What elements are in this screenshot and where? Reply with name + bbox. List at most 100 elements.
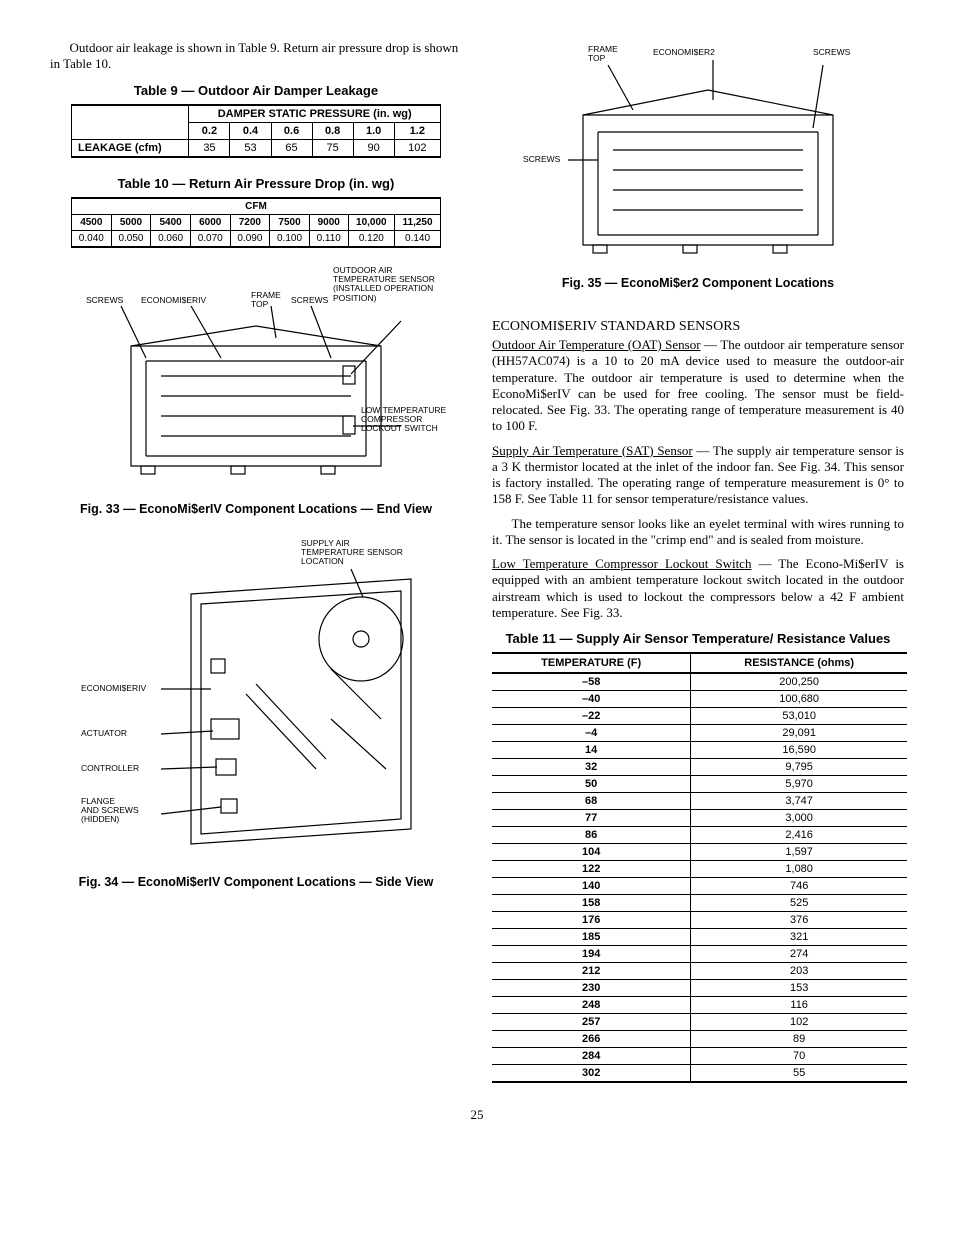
- table11-cell-temp: 122: [492, 861, 691, 878]
- table11-cell-res: 102: [691, 1014, 907, 1031]
- fig35-label-screws-r: SCREWS: [813, 48, 850, 57]
- table11-caption: Table 11 — Supply Air Sensor Temperature…: [492, 631, 904, 646]
- table11-row: –2253,010: [492, 708, 907, 725]
- fig33-label-lowtemp: LOW TEMPERATURE COMPRESSOR LOCKOUT SWITC…: [361, 406, 446, 434]
- table11-cell-res: 5,970: [691, 776, 907, 793]
- table11-cell-temp: 86: [492, 827, 691, 844]
- table11-cell-temp: 140: [492, 878, 691, 895]
- table11-head-res: RESISTANCE (ohms): [691, 653, 907, 673]
- fig34-label-econ: ECONOMI$ERIV: [81, 684, 146, 693]
- table11-row: 185321: [492, 929, 907, 946]
- table11-head-temp: TEMPERATURE (F): [492, 653, 691, 673]
- low-lead: Low Temperature Compressor Lockout Switc…: [492, 556, 751, 571]
- table11-cell-temp: 14: [492, 742, 691, 759]
- table11-row: 862,416: [492, 827, 907, 844]
- left-column: Outdoor air leakage is shown in Table 9.…: [50, 40, 462, 1083]
- table9: DAMPER STATIC PRESSURE (in. wg) 0.2 0.4 …: [71, 104, 441, 158]
- table10-data-row: 0.040 0.050 0.060 0.070 0.090 0.100 0.11…: [72, 230, 441, 247]
- table11: TEMPERATURE (F) RESISTANCE (ohms) –58200…: [492, 652, 907, 1083]
- table11-cell-temp: –40: [492, 691, 691, 708]
- fig33-label-econ: ECONOMI$ERIV: [141, 296, 206, 305]
- table10-caption: Table 10 — Return Air Pressure Drop (in.…: [50, 176, 462, 191]
- table11-cell-res: 116: [691, 997, 907, 1014]
- table11-cell-temp: 104: [492, 844, 691, 861]
- fig33-label-oat: OUTDOOR AIR TEMPERATURE SENSOR (INSTALLE…: [333, 266, 435, 303]
- right-column: FRAME TOP ECONOMI$ER2 SCREWS SCREWS Fig.…: [492, 40, 904, 1083]
- table11-row: 257102: [492, 1014, 907, 1031]
- table11-cell-temp: 185: [492, 929, 691, 946]
- fig35-caption: Fig. 35 — EconoMi$er2 Component Location…: [492, 276, 904, 291]
- table11-cell-res: 3,000: [691, 810, 907, 827]
- table11-cell-res: 100,680: [691, 691, 907, 708]
- table11-cell-temp: 158: [492, 895, 691, 912]
- table11-row: 773,000: [492, 810, 907, 827]
- table11-row: 329,795: [492, 759, 907, 776]
- table11-row: –429,091: [492, 725, 907, 742]
- fig34-label-flange: FLANGE AND SCREWS (HIDDEN): [81, 797, 139, 825]
- table11-cell-res: 16,590: [691, 742, 907, 759]
- table11-cell-temp: 284: [492, 1048, 691, 1065]
- table10-col-row: 4500 5000 5400 6000 7200 7500 9000 10,00…: [72, 214, 441, 230]
- table11-row: 248116: [492, 997, 907, 1014]
- table11-row: 194274: [492, 946, 907, 963]
- table10: CFM 4500 5000 5400 6000 7200 7500 9000 1…: [71, 197, 441, 248]
- oat-para: Outdoor Air Temperature (OAT) Sensor — T…: [492, 337, 904, 435]
- table11-row: 1221,080: [492, 861, 907, 878]
- section-heading: ECONOMI$ERIV STANDARD SENSORS: [492, 319, 904, 335]
- table11-cell-res: 29,091: [691, 725, 907, 742]
- intro-text: Outdoor air leakage is shown in Table 9.…: [50, 40, 462, 73]
- table11-cell-temp: –4: [492, 725, 691, 742]
- table11-cell-temp: 77: [492, 810, 691, 827]
- table11-cell-temp: 68: [492, 793, 691, 810]
- table11-cell-res: 3,747: [691, 793, 907, 810]
- fig35-label-econ: ECONOMI$ER2: [653, 48, 715, 57]
- table11-cell-res: 274: [691, 946, 907, 963]
- table11-cell-res: 53,010: [691, 708, 907, 725]
- figure-35: FRAME TOP ECONOMI$ER2 SCREWS SCREWS: [513, 40, 883, 270]
- table11-cell-res: 55: [691, 1065, 907, 1083]
- table11-cell-temp: 230: [492, 980, 691, 997]
- sat-para: Supply Air Temperature (SAT) Sensor — Th…: [492, 443, 904, 508]
- table11-cell-temp: –22: [492, 708, 691, 725]
- table11-cell-res: 376: [691, 912, 907, 929]
- table11-row: 1416,590: [492, 742, 907, 759]
- table11-cell-res: 1,597: [691, 844, 907, 861]
- table11-row: 26689: [492, 1031, 907, 1048]
- table11-cell-temp: 302: [492, 1065, 691, 1083]
- table11-cell-temp: 194: [492, 946, 691, 963]
- fig34-caption: Fig. 34 — EconoMi$erIV Component Locatio…: [50, 875, 462, 890]
- fig34-label-controller: CONTROLLER: [81, 764, 139, 773]
- table11-body: –58200,250–40100,680–2253,010–429,091141…: [492, 673, 907, 1082]
- table11-cell-res: 321: [691, 929, 907, 946]
- oat-lead: Outdoor Air Temperature (OAT) Sensor: [492, 337, 701, 352]
- fig33-caption: Fig. 33 — EconoMi$erIV Component Locatio…: [50, 502, 462, 517]
- fig35-label-frame: FRAME TOP: [588, 45, 618, 64]
- table11-row: 230153: [492, 980, 907, 997]
- table10-group-header: CFM: [72, 198, 441, 215]
- table11-cell-temp: 176: [492, 912, 691, 929]
- table11-cell-res: 89: [691, 1031, 907, 1048]
- table11-cell-temp: 32: [492, 759, 691, 776]
- table11-cell-res: 2,416: [691, 827, 907, 844]
- table11-row: 176376: [492, 912, 907, 929]
- table11-row: 30255: [492, 1065, 907, 1083]
- page-number: 25: [50, 1107, 904, 1123]
- table11-cell-res: 1,080: [691, 861, 907, 878]
- table11-cell-res: 200,250: [691, 673, 907, 691]
- table11-cell-res: 9,795: [691, 759, 907, 776]
- table11-row: 683,747: [492, 793, 907, 810]
- table11-row: –58200,250: [492, 673, 907, 691]
- table11-cell-res: 203: [691, 963, 907, 980]
- fig34-label-actuator: ACTUATOR: [81, 729, 127, 738]
- table9-data-row: LEAKAGE (cfm) 35 53 65 75 90 102: [72, 139, 441, 157]
- table11-cell-temp: 212: [492, 963, 691, 980]
- table11-cell-temp: 50: [492, 776, 691, 793]
- fig33-label-frame: FRAME TOP: [251, 291, 281, 310]
- page: Outdoor air leakage is shown in Table 9.…: [50, 40, 904, 1083]
- figure-34: SUPPLY AIR TEMPERATURE SENSOR LOCATION E…: [71, 539, 441, 869]
- table11-cell-res: 153: [691, 980, 907, 997]
- fig33-label-screws: SCREWS: [86, 296, 123, 305]
- table11-cell-res: 525: [691, 895, 907, 912]
- table9-group-header: DAMPER STATIC PRESSURE (in. wg): [189, 105, 441, 123]
- table11-row: –40100,680: [492, 691, 907, 708]
